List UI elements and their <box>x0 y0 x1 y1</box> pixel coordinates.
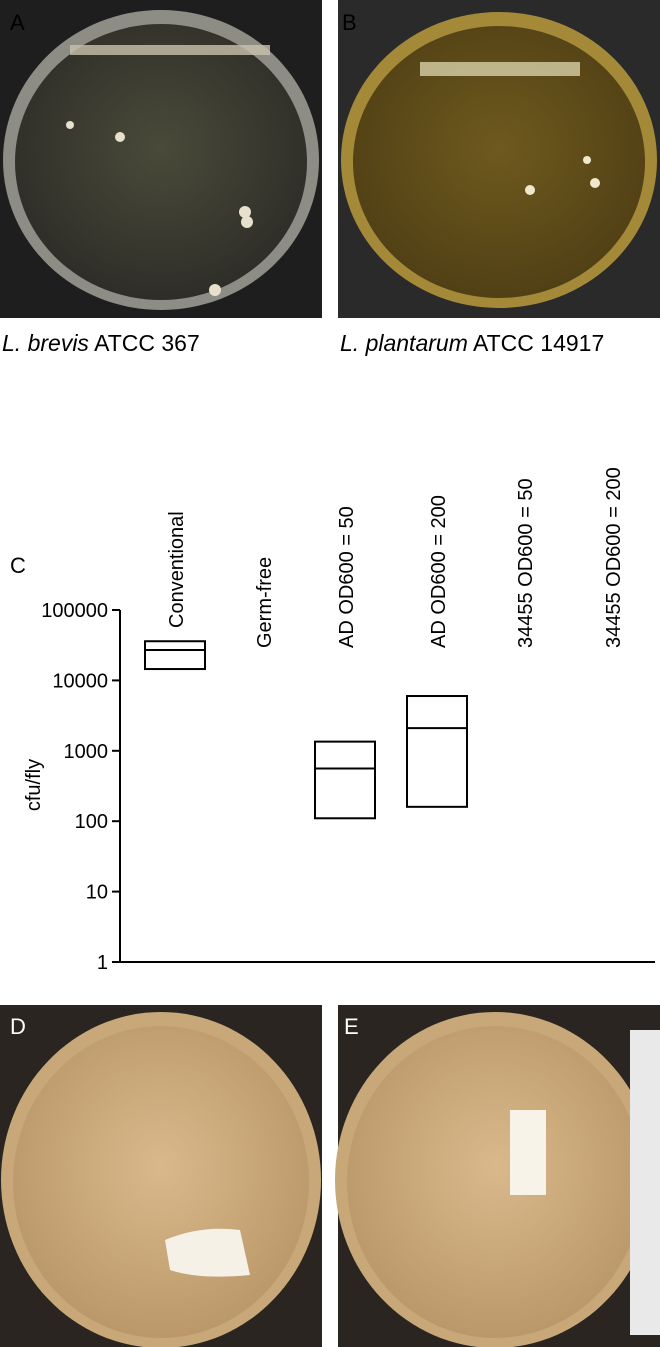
caption: L. brevis ATCC 367 <box>2 330 200 356</box>
panel-label: B <box>342 10 357 35</box>
photo-b <box>338 0 660 318</box>
x-category-label: AD OD600 = 50 <box>336 506 358 648</box>
box <box>144 640 206 671</box>
panel-label: D <box>10 1014 26 1039</box>
box <box>314 740 376 820</box>
panel-label: E <box>344 1014 359 1039</box>
panel-label: A <box>10 10 25 35</box>
y-tick-label: 100 <box>75 811 108 833</box>
photo-a <box>0 0 322 318</box>
y-tick-label: 100000 <box>41 600 108 622</box>
x-category-label: Germ-free <box>254 557 276 648</box>
x-category-label: 34455 OD600 = 50 <box>515 478 537 648</box>
y-axis-label: cfu/fly <box>23 759 45 811</box>
photo-d <box>0 1005 322 1347</box>
species: L. plantarum <box>340 330 468 356</box>
x-category-label: 34455 OD600 = 200 <box>603 467 625 648</box>
y-tick-label: 1000 <box>64 741 109 763</box>
box <box>406 695 468 808</box>
y-tick-label: 10 <box>86 882 108 904</box>
species: L. brevis <box>2 330 89 356</box>
strain: ATCC 14917 <box>473 330 604 356</box>
panel-label: C <box>10 553 26 578</box>
photo-e <box>335 1005 660 1347</box>
strain: ATCC 367 <box>94 330 200 356</box>
y-tick-label: 10000 <box>52 670 108 692</box>
y-tick-label: 1 <box>97 952 108 974</box>
x-category-label: AD OD600 = 200 <box>428 495 450 648</box>
x-category-label: Conventional <box>166 511 188 628</box>
caption: L. plantarum ATCC 14917 <box>340 330 604 356</box>
